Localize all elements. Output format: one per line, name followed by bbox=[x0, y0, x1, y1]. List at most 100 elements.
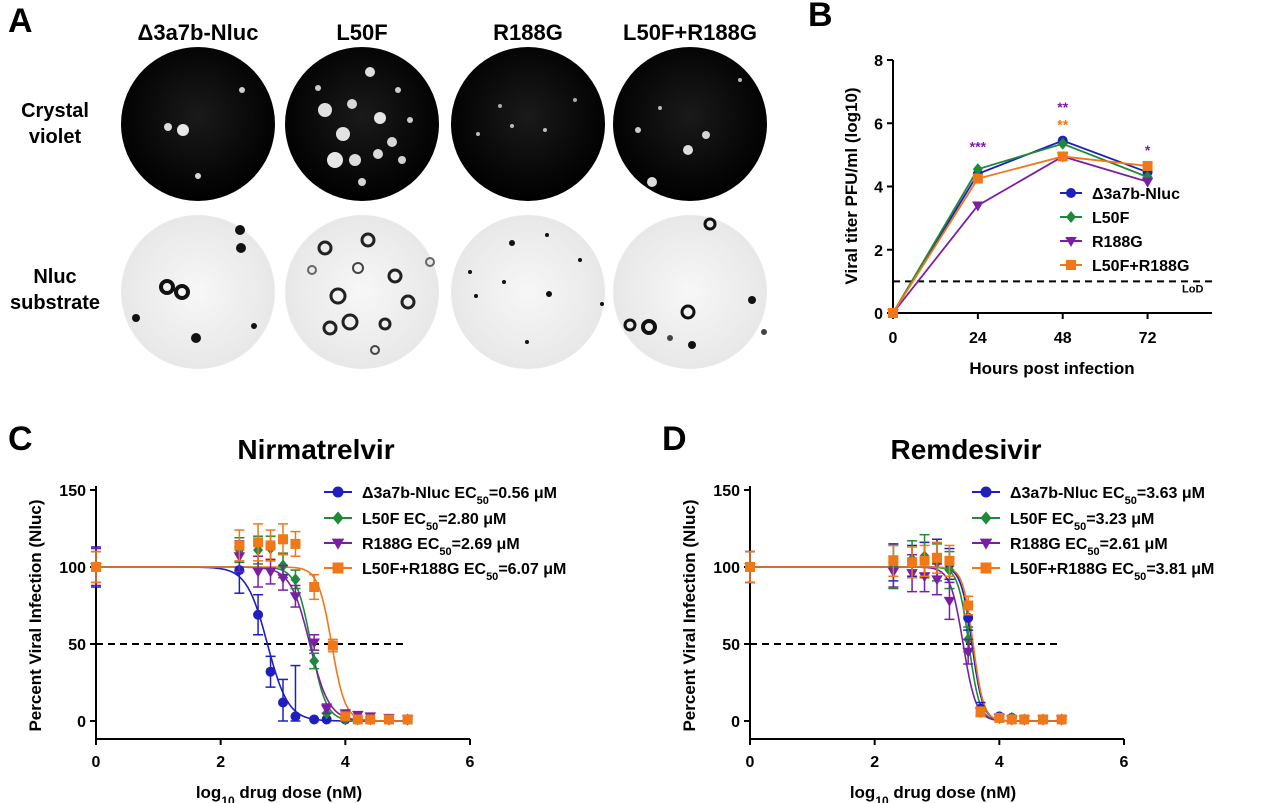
data-point-d3a7b-nluc bbox=[253, 609, 264, 620]
data-point-r188g bbox=[277, 573, 289, 584]
legend-marker-d3a7b-nluc bbox=[1066, 188, 1076, 198]
legend-marker-l50f-r188g bbox=[1066, 260, 1076, 270]
x-tick-label: 4 bbox=[341, 754, 350, 771]
legend-label-l50f: L50F EC50=2.80 μM bbox=[362, 511, 506, 533]
data-point-l50f-r188g bbox=[352, 714, 363, 725]
data-point-l50f-r188g bbox=[972, 173, 983, 184]
x-tick-label: 6 bbox=[1120, 754, 1129, 771]
data-point-l50f-r188g bbox=[290, 538, 301, 549]
significance-marker: ** bbox=[1057, 99, 1068, 115]
data-point-r188g bbox=[918, 572, 931, 583]
significance-marker: ** bbox=[1057, 117, 1068, 133]
panel-label-b: B bbox=[808, 0, 833, 34]
data-point-l50f-r188g bbox=[932, 552, 942, 563]
legend-label-r188g: R188G bbox=[1092, 234, 1143, 251]
data-point-l50f-r188g bbox=[1037, 714, 1048, 725]
x-tick-label: 4 bbox=[995, 754, 1004, 771]
legend-marker-l50f-r188g bbox=[332, 562, 344, 574]
row-label-nluc: Nluc bbox=[33, 266, 76, 288]
data-point-l50f bbox=[1057, 137, 1068, 150]
y-axis-title: Viral titer PFU/ml (log10) bbox=[842, 87, 861, 284]
data-point-l50f-r188g bbox=[963, 600, 974, 611]
y-tick-label: 0 bbox=[77, 714, 86, 731]
y-tick-label: 4 bbox=[874, 180, 883, 197]
y-tick-label: 50 bbox=[68, 637, 86, 654]
data-point-d3a7b-nluc bbox=[309, 714, 320, 725]
well-crystal-wt bbox=[121, 47, 275, 201]
legend-marker-l50f bbox=[1066, 211, 1076, 223]
well-nluc-r188g bbox=[451, 215, 605, 369]
significance-marker: *** bbox=[970, 139, 987, 155]
legend-label-l50f-r188g: L50F+R188G EC50=3.81 μM bbox=[1010, 561, 1214, 583]
x-axis-title: log10 drug dose (nM) bbox=[850, 783, 1016, 803]
data-point-d3a7b-nluc bbox=[278, 697, 288, 708]
panel-label-c: C bbox=[8, 420, 33, 458]
data-point-l50f-r188g bbox=[888, 308, 898, 318]
x-axis-title: Hours post infection bbox=[969, 359, 1134, 378]
y-tick-label: 150 bbox=[59, 483, 86, 500]
x-tick-label: 72 bbox=[1139, 330, 1157, 347]
data-point-l50f-r188g bbox=[1057, 151, 1068, 162]
chart-title: Nirmatrelvir bbox=[237, 434, 394, 465]
data-point-l50f bbox=[972, 163, 983, 176]
data-point-d3a7b-nluc bbox=[321, 714, 332, 725]
data-point-r188g bbox=[264, 567, 277, 578]
legend-label-l50f-r188g: L50F+R188G EC50=6.07 μM bbox=[362, 561, 566, 583]
data-point-l50f-r188g bbox=[907, 557, 918, 568]
y-tick-label: 8 bbox=[874, 53, 883, 70]
data-point-l50f-r188g bbox=[327, 640, 338, 651]
y-tick-label: 100 bbox=[59, 560, 86, 577]
legend-label-d3a7b-nluc: Δ3a7b-Nluc EC50=3.63 μM bbox=[1010, 485, 1205, 507]
legend-marker-l50f bbox=[332, 511, 344, 525]
legend-marker-r188g bbox=[979, 538, 993, 550]
well-nluc-l50f bbox=[285, 215, 439, 369]
data-point-l50f-r188g bbox=[1006, 714, 1017, 725]
data-point-l50f-r188g bbox=[888, 555, 899, 566]
data-point-l50f-r188g bbox=[265, 540, 276, 551]
row-label-crystal: Crystal bbox=[21, 100, 89, 122]
data-point-l50f-r188g bbox=[340, 711, 351, 722]
data-point-l50f-r188g bbox=[309, 582, 320, 593]
x-tick-label: 0 bbox=[746, 754, 755, 771]
remdesivir-chart: Remdesivir 0 50 100 150 0 2 4 6 log10 drug dose (… bbox=[680, 434, 1214, 803]
data-point-r188g bbox=[962, 647, 974, 658]
significance-marker: * bbox=[1145, 142, 1151, 158]
legend-label-l50f-r188g: L50F+R188G bbox=[1092, 258, 1189, 275]
data-point-r188g bbox=[972, 201, 984, 212]
series-line-l50f-r188g bbox=[892, 155, 1148, 314]
x-axis-title: log10 drug dose (nM) bbox=[196, 783, 362, 803]
panel-label-d: D bbox=[662, 420, 687, 458]
data-point-r188g bbox=[252, 567, 264, 578]
plaque-column-l50f: L50F bbox=[336, 20, 387, 45]
data-point-l50f-r188g bbox=[1142, 160, 1153, 171]
x-tick-label: 0 bbox=[889, 330, 898, 347]
data-point-r188g bbox=[320, 704, 333, 715]
legend-label-d3a7b-nluc: Δ3a7b-Nluc bbox=[1092, 186, 1180, 203]
legend-label-l50f: L50F EC50=3.23 μM bbox=[1010, 511, 1154, 533]
data-point-r188g bbox=[308, 638, 320, 649]
y-tick-label: 0 bbox=[731, 714, 740, 731]
x-tick-label: 24 bbox=[969, 330, 987, 347]
data-point-d3a7b-nluc bbox=[265, 666, 276, 677]
y-tick-label: 150 bbox=[713, 483, 740, 500]
x-tick-label: 6 bbox=[466, 754, 475, 771]
plaque-column-r188g: R188G bbox=[493, 20, 563, 45]
data-point-l50f-r188g bbox=[1019, 714, 1030, 725]
legend-marker-r188g bbox=[331, 538, 345, 550]
y-tick-label: 0 bbox=[874, 306, 883, 323]
data-point-l50f-r188g bbox=[278, 534, 288, 545]
series-line-l50f bbox=[892, 142, 1148, 314]
data-point-l50f-r188g bbox=[91, 562, 101, 572]
data-point-l50f-r188g bbox=[919, 555, 930, 566]
x-tick-label: 2 bbox=[870, 754, 879, 771]
row-label-substrate: substrate bbox=[10, 292, 100, 314]
legend-label-r188g: R188G EC50=2.61 μM bbox=[1010, 536, 1168, 558]
data-point-r188g bbox=[1141, 177, 1154, 188]
x-tick-label: 48 bbox=[1054, 330, 1072, 347]
data-point-l50f-r188g bbox=[975, 706, 986, 717]
legend-label-r188g: R188G EC50=2.69 μM bbox=[362, 536, 520, 558]
data-point-r188g bbox=[931, 575, 943, 586]
lod-label: LoD bbox=[1182, 283, 1203, 295]
